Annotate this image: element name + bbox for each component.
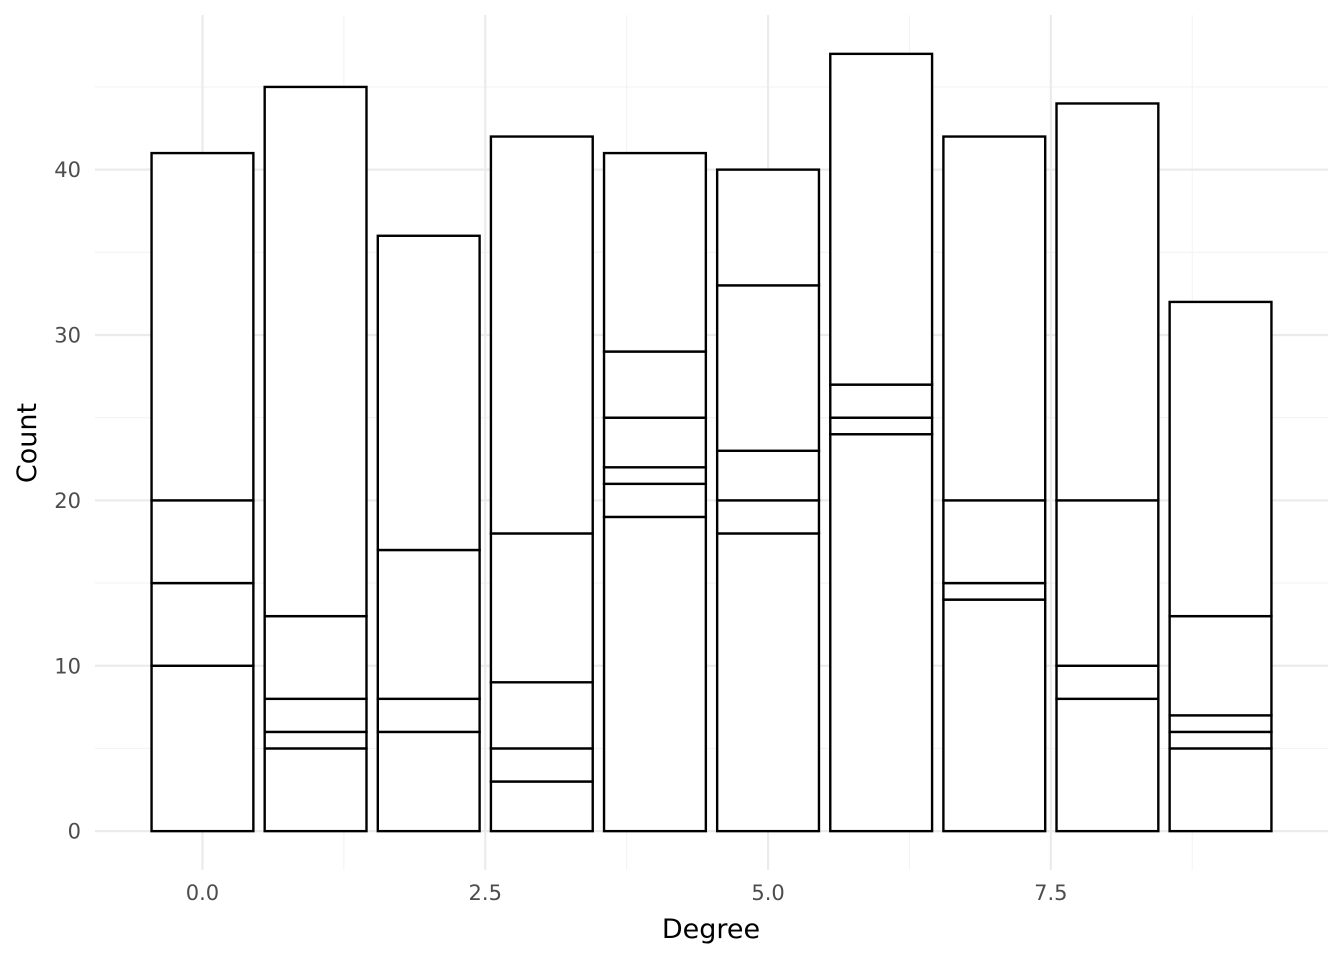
bar-segment	[489, 681, 594, 750]
bar	[942, 135, 1047, 833]
y-tick-label: 20	[54, 489, 81, 513]
bar-segment	[1168, 300, 1273, 618]
bar	[715, 168, 821, 833]
bar-segment	[1055, 499, 1160, 667]
bar-segment	[376, 730, 481, 833]
bar-segment	[263, 747, 368, 833]
bar	[489, 135, 594, 833]
bar-segment	[1168, 714, 1273, 734]
x-tick-label: 5.0	[751, 881, 784, 905]
y-tick-label: 30	[54, 324, 81, 348]
bar-segment	[715, 168, 821, 287]
y-axis-tick-labels: 0 10 20 30 40	[54, 158, 81, 844]
bar-segment	[376, 234, 481, 552]
y-tick-label: 10	[54, 654, 81, 678]
bar	[829, 52, 934, 833]
bar-segment	[150, 151, 255, 502]
bar-segment	[602, 515, 708, 833]
bar-segment	[263, 85, 368, 618]
bar-segment	[376, 697, 481, 734]
bar-segment	[602, 482, 708, 519]
bar-segment	[942, 135, 1047, 502]
bar-segment	[829, 416, 934, 436]
bar	[150, 151, 255, 833]
bar-segment	[150, 581, 255, 667]
bar-segment	[602, 416, 708, 469]
bar-segment	[715, 284, 821, 452]
x-tick-label: 0.0	[186, 881, 219, 905]
bar	[1168, 300, 1273, 833]
bar-segment	[829, 433, 934, 833]
y-tick-label: 0	[68, 820, 81, 844]
x-tick-label: 7.5	[1034, 881, 1067, 905]
bar-segment	[263, 730, 368, 750]
x-axis-tick-labels: 0.0 2.5 5.0 7.5	[186, 881, 1068, 905]
bar-segment	[715, 449, 821, 502]
bar	[1055, 102, 1160, 833]
y-axis-title: Count	[12, 403, 43, 483]
bar-segment	[1055, 102, 1160, 502]
bar-segment	[150, 664, 255, 833]
bar-segment	[376, 548, 481, 701]
bar-segment	[602, 151, 708, 353]
bar-segment	[1168, 614, 1273, 717]
bar	[376, 234, 481, 833]
bar-segment	[1055, 697, 1160, 833]
y-tick-label: 40	[54, 158, 81, 182]
bar-segment	[1168, 730, 1273, 750]
bar-segment	[489, 747, 594, 783]
bar	[263, 85, 368, 833]
bars	[150, 52, 1273, 833]
bar-segment	[715, 499, 821, 535]
bar-segment	[942, 581, 1047, 601]
bar-segment	[602, 350, 708, 419]
bar-segment	[829, 52, 934, 386]
bar-segment	[263, 697, 368, 734]
bar-segment	[1168, 747, 1273, 833]
bar-segment	[263, 614, 368, 701]
x-axis-title: Degree	[662, 914, 760, 945]
bar-segment	[829, 383, 934, 419]
bar-segment	[150, 499, 255, 585]
x-tick-label: 2.5	[469, 881, 502, 905]
bar-segment	[489, 532, 594, 684]
bar-segment	[715, 532, 821, 833]
bar-segment	[602, 466, 708, 486]
bar-segment	[489, 135, 594, 535]
bar-segment	[1055, 664, 1160, 701]
bar-segment	[942, 499, 1047, 585]
bar-segment	[489, 780, 594, 833]
bar-segment	[942, 598, 1047, 833]
bar	[602, 151, 708, 833]
